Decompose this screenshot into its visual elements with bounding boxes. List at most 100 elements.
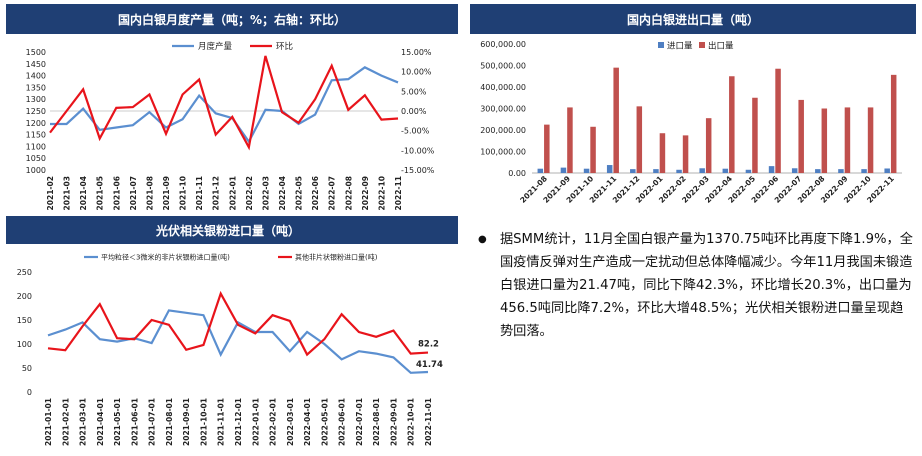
y-tick-label: 50 [22,364,32,373]
commentary-text: 据SMM统计，11月全国白银产量为1370.75吨环比再度下降1.9%，全国疫情… [500,232,913,339]
x-tick-label: 2021-08 [145,176,154,210]
y-tick-label: 1350 [26,83,46,92]
series-line-other-powder [47,290,429,357]
x-tick-label: 2022-02 [245,176,254,210]
y-tick-label: 600,000.00 [480,40,526,49]
y-tick-label: 1500 [26,48,46,57]
series-line-mom [49,55,399,151]
x-tick-label: 2022-09-01 [389,398,398,446]
x-tick-label: 2022-09 [361,176,370,210]
bar-export [613,67,619,173]
bar-export [544,124,550,173]
y-tick-label: 500,000.00 [480,62,526,71]
bar-export [821,108,828,173]
legend-label: 平均粒径＜3微米的非片状银粉进口量(吨) [101,253,230,262]
y-tick-label: 100 [17,340,32,349]
x-tick-label: 2021-10 [179,176,188,210]
x-tick-label: 2022-08 [344,176,353,210]
y-tick-label: 1200 [26,119,46,128]
x-tick-label: 2021-12 [212,176,221,210]
y2-tick-label: 15.00% [401,48,432,57]
bar-import [722,168,729,173]
bar-export [890,74,897,173]
x-tick-label: 2021-10-01 [199,398,208,446]
bar-export [636,106,643,173]
x-tick-label: 2021-12-01 [234,398,243,446]
x-tick-label: 2021-06 [112,176,121,210]
y-tick-label: 1450 [26,60,46,69]
y-tick-label: 200 [17,292,32,301]
x-tick-label: 2022-03 [261,176,270,210]
data-label: 82.2 [418,340,439,350]
y2-tick-label: -10.00% [401,146,435,155]
series-line-fine-powder [47,309,429,374]
y-tick-label: 100,000.00 [480,148,526,157]
x-tick-label: 2022-01-01 [251,398,260,446]
bar-import [884,168,890,173]
x-tick-label: 2022-10 [377,176,386,210]
y-tick-label: 1100 [26,142,46,151]
bar-export [729,76,735,173]
legend-label: 环比 [276,41,293,52]
bar-import [560,167,567,173]
x-tick-label: 2022-07 [328,176,337,210]
panel-title-import-export: 国内白银进出口量（吨） [470,4,916,34]
x-tick-label: 2021-05 [96,176,105,210]
bar-export [682,135,689,173]
bar-import [630,169,636,173]
y-tick-label: 400,000.00 [480,83,526,92]
x-tick-label: 2022-02-01 [269,398,278,446]
x-tick-label: 2021-07 [129,176,138,210]
y2-tick-label: -5.00% [401,127,430,136]
y-tick-label: 250 [17,268,32,277]
x-tick-label: 2022-04-01 [303,398,312,446]
x-tick-label: 2021-01-01 [44,398,53,446]
legend-label: 月度产量 [198,41,233,52]
x-tick-label: 2022-10-01 [407,398,416,446]
panel-title-silver-output: 国内白银月度产量（吨；%；右轴：环比） [6,4,458,34]
bar-export [705,118,712,173]
y-tick-label: 1250 [26,107,46,116]
x-tick-label: 2021-04 [79,176,88,210]
legend-swatch [699,42,705,48]
bar-import [606,165,613,173]
bar-import [791,168,798,173]
y-tick-label: 150 [17,316,32,325]
y-tick-label: 1150 [26,131,46,140]
x-tick-label: 2021-08-01 [165,398,174,446]
bar-import [583,168,590,173]
x-tick-label: 2021-07-01 [148,398,157,446]
x-tick-label: 2021-03-01 [79,398,88,446]
x-tick-label: 2022-07-01 [355,398,364,446]
bar-export [844,107,851,173]
x-tick-label: 2021-05-01 [113,398,122,446]
commentary-paragraph: ● 据SMM统计，11月全国白银产量为1370.75吨环比再度下降1.9%，全国… [478,228,914,343]
y-tick-label: 0.00 [508,169,526,178]
x-tick-label: 2021-04-01 [96,398,105,446]
x-tick-label: 2022-08-01 [372,398,381,446]
legend-label: 出口量 [708,41,734,52]
y2-tick-label: 0.00% [401,107,427,116]
y-tick-label: 300,000.00 [480,105,526,114]
panel-title-silver-powder: 光伏相关银粉进口量（吨） [6,216,458,244]
x-tick-label: 2022-03-01 [286,398,295,446]
y2-tick-label: -15.00% [401,166,435,175]
x-tick-label: 2022-04 [278,176,287,210]
y-tick-label: 1050 [26,154,46,163]
x-tick-label: 2022-05-01 [320,398,329,446]
bar-import [653,169,659,173]
x-tick-label: 2021-09 [162,176,171,210]
legend-label: 进口量 [667,42,693,52]
y-tick-label: 1300 [26,95,46,104]
bar-import [676,169,682,173]
bar-export [775,68,781,173]
bar-export [659,133,666,173]
bar-import [537,168,544,173]
x-tick-label: 2021-11 [195,176,204,210]
x-tick-label: 2022-06 [311,176,320,210]
y2-tick-label: 5.00% [401,87,427,96]
y-tick-label: 200,000.00 [480,126,526,135]
